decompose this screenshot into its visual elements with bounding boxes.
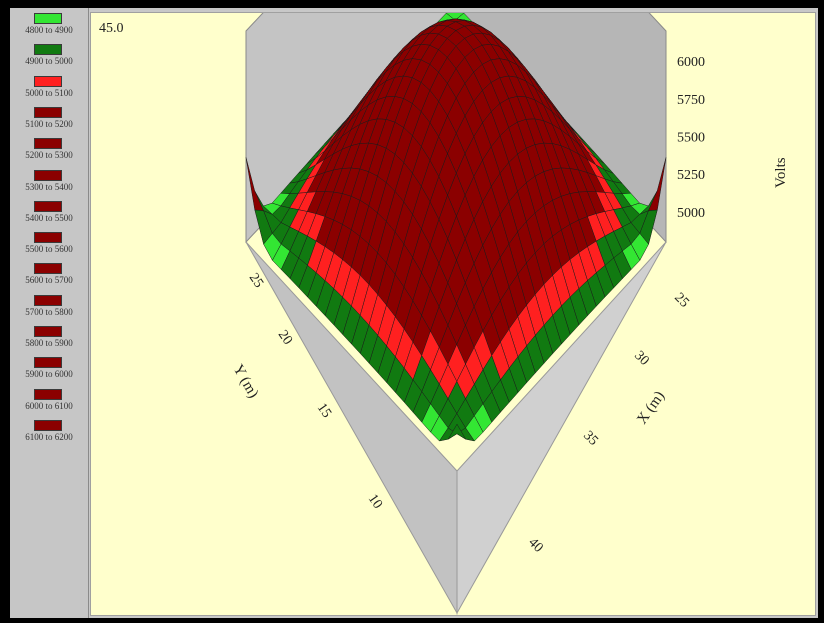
legend-item: 5000 to 5100 bbox=[10, 74, 88, 105]
legend-swatch bbox=[34, 326, 62, 337]
z-tick-label: 5750 bbox=[677, 93, 705, 108]
y-tick-label: 15 bbox=[314, 401, 334, 421]
z-tick-label: 5500 bbox=[677, 131, 705, 146]
legend-item: 5500 to 5600 bbox=[10, 230, 88, 261]
z-axis-title: Volts bbox=[773, 157, 789, 188]
legend-label: 5000 to 5100 bbox=[25, 87, 73, 98]
legend-item: 5600 to 5700 bbox=[10, 261, 88, 292]
x-tick-label: 40 bbox=[525, 535, 546, 556]
legend-swatch bbox=[34, 294, 62, 306]
legend-label: 4800 to 4900 bbox=[25, 25, 73, 35]
legend-swatch bbox=[34, 169, 62, 181]
legend-label: 5900 to 6000 bbox=[25, 369, 73, 380]
z-tick-label: 5250 bbox=[677, 168, 705, 183]
legend-item: 5300 to 5400 bbox=[10, 168, 88, 199]
legend-label: 6000 to 6100 bbox=[25, 400, 73, 411]
legend-swatch bbox=[34, 200, 62, 212]
legend-label: 4900 to 5000 bbox=[25, 56, 73, 67]
legend-label: 5800 to 5900 bbox=[25, 338, 73, 348]
y-tick-label: 25 bbox=[246, 271, 266, 291]
legend-swatch bbox=[34, 419, 62, 431]
x-axis-title: X (m) bbox=[634, 388, 668, 427]
floor-right-face bbox=[456, 241, 667, 615]
plot-area: 45.0 6000 5750 5500 5250 5000 Volts 25 30 35 40 X … bbox=[90, 12, 816, 616]
legend-item: 5100 to 5200 bbox=[10, 105, 88, 136]
legend-label: 5600 to 5700 bbox=[25, 275, 73, 286]
legend-item: 5400 to 5500 bbox=[10, 199, 88, 230]
legend-swatch bbox=[34, 44, 62, 56]
y-tick-label: 20 bbox=[275, 328, 295, 348]
y-tick-label: 10 bbox=[365, 492, 385, 512]
legend-item: 5800 to 5900 bbox=[10, 324, 88, 355]
legend-item: 4800 to 4900 bbox=[10, 11, 88, 42]
view-angle-label: 45.0 bbox=[99, 21, 124, 36]
x-tick-label: 25 bbox=[671, 290, 692, 311]
legend-item: 5700 to 5800 bbox=[10, 293, 88, 324]
legend-label: 5500 to 5600 bbox=[25, 244, 73, 255]
legend-panel: 4800 to 4900 4900 to 5000 5000 to 5100 5100… bbox=[10, 8, 89, 618]
x-tick-label: 30 bbox=[631, 348, 652, 369]
legend-swatch bbox=[34, 13, 62, 24]
legend-swatch bbox=[34, 388, 62, 400]
legend-item: 6100 to 6200 bbox=[10, 418, 88, 449]
legend-swatch bbox=[34, 232, 62, 244]
z-tick-label: 5000 bbox=[677, 206, 705, 221]
legend-label: 6100 to 6200 bbox=[25, 431, 73, 442]
legend-label: 5200 to 5300 bbox=[25, 150, 73, 161]
legend-label: 5400 to 5500 bbox=[25, 212, 73, 223]
legend-swatch bbox=[34, 263, 62, 275]
legend-swatch bbox=[34, 138, 62, 150]
legend-swatch bbox=[34, 357, 62, 369]
legend-item: 5900 to 6000 bbox=[10, 355, 88, 386]
legend-swatch bbox=[34, 75, 62, 87]
legend-swatch bbox=[34, 106, 62, 118]
surface-chart: 6000 5750 5500 5250 5000 Volts 25 30 35 40 X (m) 25… bbox=[230, 13, 789, 615]
x-tick-label: 35 bbox=[580, 428, 601, 449]
legend-label: 5100 to 5200 bbox=[25, 118, 73, 129]
surface-cell bbox=[447, 423, 466, 440]
legend-item: 5200 to 5300 bbox=[10, 136, 88, 167]
y-axis-title: Y (m) bbox=[230, 362, 262, 401]
legend-label: 5700 to 5800 bbox=[25, 306, 73, 317]
legend-item: 6000 to 6100 bbox=[10, 387, 88, 418]
chart-window: 4800 to 4900 4900 to 5000 5000 to 5100 5100… bbox=[10, 8, 818, 618]
z-tick-label: 6000 bbox=[677, 55, 705, 70]
legend-item: 4900 to 5000 bbox=[10, 42, 88, 73]
legend-label: 5300 to 5400 bbox=[25, 181, 73, 192]
